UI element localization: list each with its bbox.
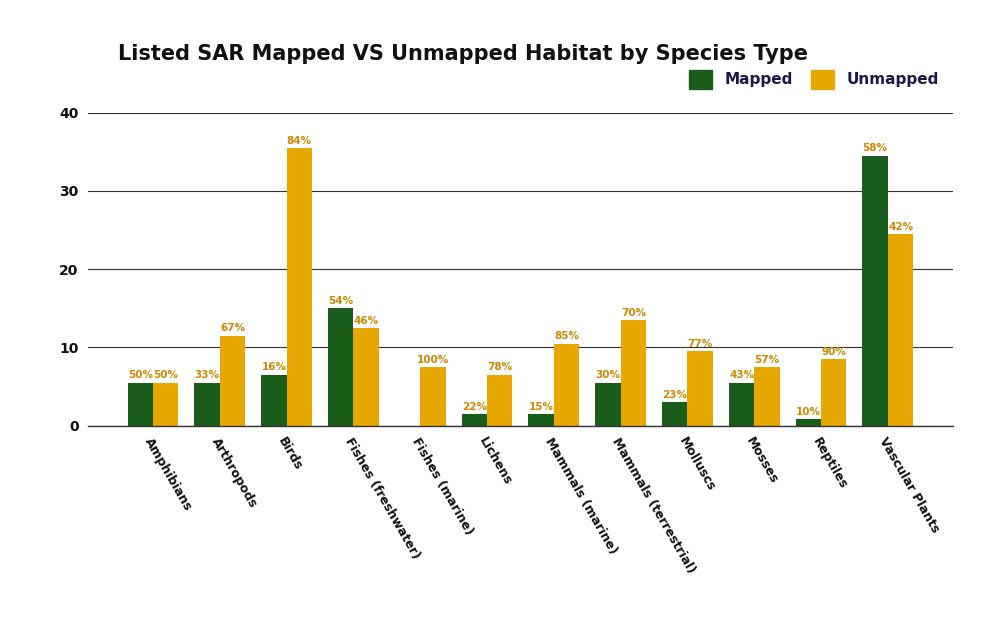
Text: Listed SAR Mapped VS Unmapped Habitat by Species Type: Listed SAR Mapped VS Unmapped Habitat by…	[118, 44, 808, 64]
Text: 84%: 84%	[287, 136, 312, 146]
Text: 77%: 77%	[687, 339, 713, 349]
Text: 16%: 16%	[261, 362, 287, 372]
Bar	[754, 367, 780, 426]
Bar	[354, 328, 379, 426]
Text: 15%: 15%	[528, 402, 554, 412]
Bar	[795, 419, 821, 426]
Bar	[662, 403, 687, 426]
Bar	[220, 336, 246, 426]
Bar	[888, 234, 913, 426]
Text: 58%: 58%	[862, 143, 888, 153]
Text: 30%: 30%	[595, 371, 621, 381]
Bar	[729, 382, 754, 426]
Text: 33%: 33%	[194, 371, 220, 381]
Bar	[621, 320, 646, 426]
Text: 46%: 46%	[354, 316, 379, 326]
Text: 67%: 67%	[220, 324, 246, 334]
Text: 23%: 23%	[662, 390, 687, 400]
Bar	[528, 414, 554, 426]
Text: 78%: 78%	[487, 362, 513, 372]
Text: 43%: 43%	[729, 371, 754, 381]
Legend: Mapped, Unmapped: Mapped, Unmapped	[683, 64, 945, 95]
Text: 50%: 50%	[153, 371, 179, 381]
Bar	[420, 367, 446, 426]
Text: 42%: 42%	[888, 222, 913, 232]
Bar	[862, 156, 888, 426]
Bar	[287, 148, 312, 426]
Bar	[595, 382, 621, 426]
Bar	[128, 382, 153, 426]
Text: 90%: 90%	[821, 347, 846, 357]
Bar	[487, 375, 513, 426]
Text: 54%: 54%	[328, 296, 354, 306]
Text: 10%: 10%	[795, 407, 821, 417]
Bar	[153, 382, 179, 426]
Bar	[687, 351, 713, 426]
Bar	[554, 344, 579, 426]
Bar	[261, 375, 287, 426]
Bar	[821, 359, 846, 426]
Bar	[462, 414, 487, 426]
Bar	[328, 309, 354, 426]
Text: 85%: 85%	[554, 331, 579, 341]
Bar	[194, 382, 220, 426]
Text: 100%: 100%	[416, 355, 449, 364]
Text: 57%: 57%	[754, 355, 780, 364]
Text: 50%: 50%	[128, 371, 153, 381]
Text: 70%: 70%	[621, 308, 646, 318]
Text: 22%: 22%	[462, 402, 487, 412]
